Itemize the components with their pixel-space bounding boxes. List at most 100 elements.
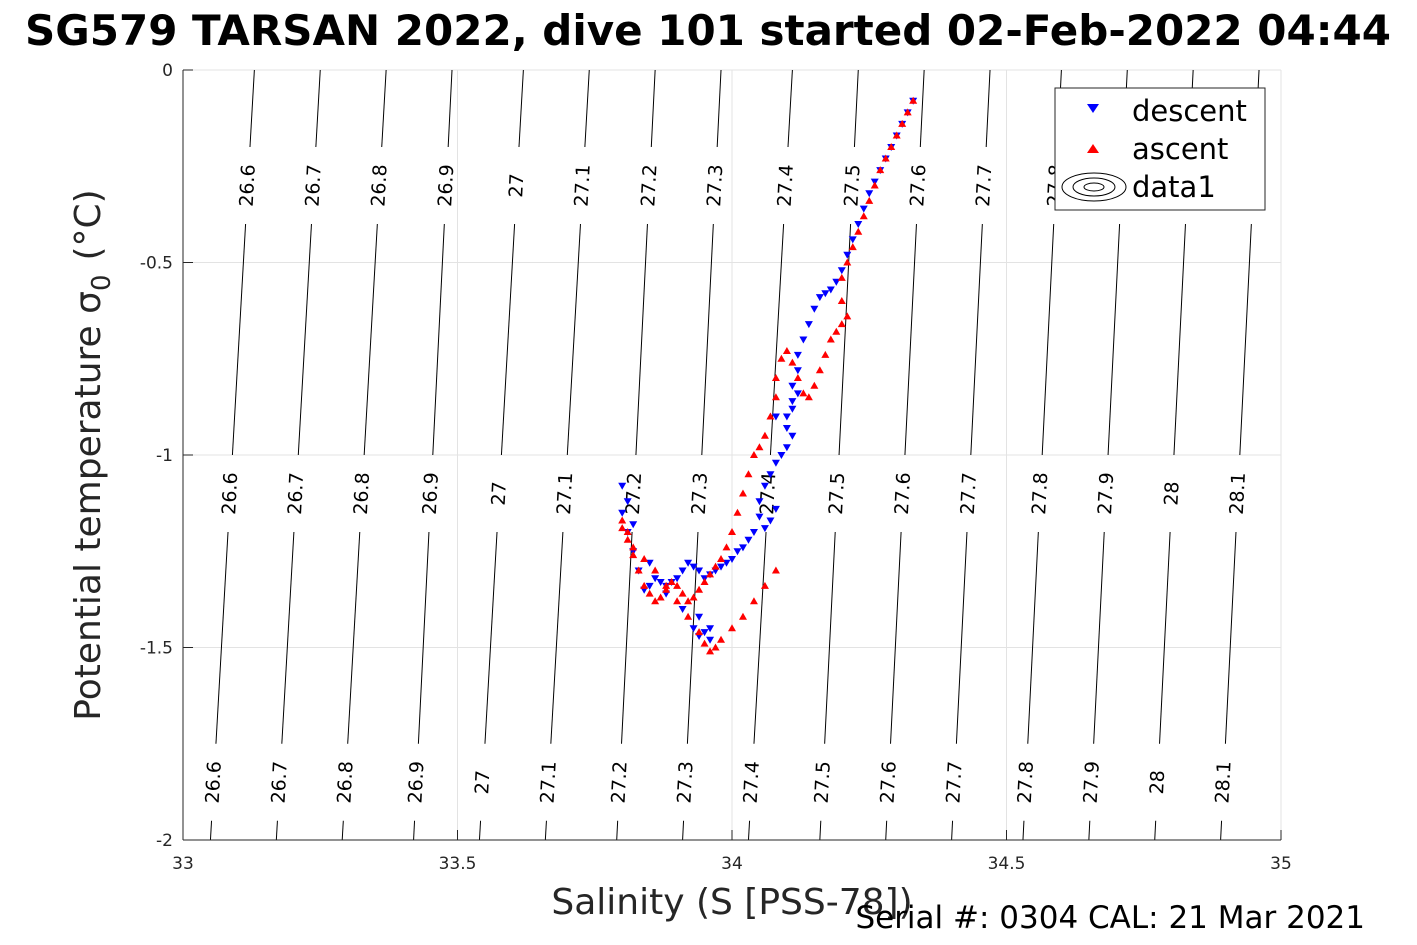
ascent-point [656, 593, 665, 601]
ascent-point [832, 327, 841, 335]
descent-point [837, 267, 846, 275]
isopycnal-line [621, 531, 633, 744]
isopycnal-labels: 26.6 26.6 26.6 26.7 26.7 26.7 26.8 26.8 26.8 26.9… [202, 164, 1266, 804]
isopycnal-line [315, 70, 321, 148]
ascent-point [892, 131, 901, 139]
ascent-point [810, 381, 819, 389]
isopycnal-line [584, 70, 590, 148]
ascent-point [662, 581, 671, 589]
descent-point [706, 625, 715, 633]
ascent-point [815, 366, 824, 374]
descent-point [788, 382, 797, 390]
isopycnal-label: 26.8 [350, 472, 374, 515]
descent-point [782, 425, 791, 433]
ascent-point [837, 273, 846, 281]
descent-point [700, 629, 709, 637]
isopycnal-line [1154, 820, 1157, 840]
ascent-point [876, 166, 885, 174]
ascent-point [854, 227, 863, 235]
ascent-point [788, 358, 797, 366]
x-tick-label: 33 [172, 854, 194, 874]
descent-point [815, 294, 824, 302]
ascent-point [717, 635, 726, 643]
isopycnal-line [635, 223, 648, 456]
descent-series [618, 97, 918, 644]
descent-point [771, 505, 780, 513]
isopycnal-line [544, 820, 547, 840]
y-axis-label: Potential temperature σ0 (°C) [68, 189, 117, 720]
isopycnal-line [447, 70, 453, 148]
legend-descent-label: descent [1132, 94, 1247, 128]
ascent-point [728, 624, 736, 632]
isopycnal-line [824, 531, 836, 744]
descent-point [843, 251, 852, 259]
ascent-point [700, 578, 709, 586]
descent-point [799, 336, 808, 344]
ascent-point [837, 320, 846, 328]
descent-point [651, 575, 660, 583]
ascent-point [755, 443, 764, 451]
y-axis-label-sub: 0 [87, 274, 117, 291]
isopycnal-label: 27.6 [877, 761, 901, 804]
isopycnal-line [716, 70, 722, 148]
isopycnal-line [275, 820, 278, 840]
legend-data1-label: data1 [1132, 170, 1216, 204]
descent-point [766, 471, 775, 479]
ascent-series [618, 96, 918, 655]
ascent-point [640, 581, 649, 589]
legend-contour-icon [1061, 172, 1127, 202]
isopycnal-label: 27 [471, 770, 494, 795]
descent-point [717, 563, 726, 571]
ascent-point [909, 96, 918, 104]
descent-point [695, 567, 704, 575]
descent-point [777, 452, 786, 459]
descent-point [859, 205, 868, 213]
isopycnal-line [484, 531, 498, 744]
descent-point [618, 509, 627, 517]
isopycnal-label: 28.1 [1211, 761, 1235, 804]
ascent-point [793, 374, 802, 381]
descent-point [804, 321, 813, 329]
descent-point [695, 613, 704, 621]
isopycnal-label: 27.1 [571, 164, 595, 207]
x-tick-label: 33.5 [439, 854, 477, 874]
isopycnal-label: 27 [505, 173, 528, 198]
isopycnal-line [209, 820, 213, 840]
isopycnal-line [215, 531, 229, 744]
descent-point [678, 567, 687, 575]
isopycnal-line [550, 531, 564, 744]
descent-point [760, 482, 769, 490]
descent-point [629, 521, 638, 529]
axes [182, 69, 1282, 841]
isopycnal-line [1027, 531, 1039, 744]
isopycnal-line [297, 223, 312, 456]
descent-point [706, 636, 715, 644]
ascent-point [749, 451, 758, 458]
descent-point [788, 405, 797, 413]
isopycnal-label: 26.6 [218, 472, 242, 515]
descent-point [689, 563, 698, 571]
descent-point [793, 367, 802, 375]
isopycnal-label: 27.7 [972, 164, 996, 207]
isopycnal-label: 27.6 [891, 472, 915, 515]
descent-point [623, 498, 632, 506]
descent-point [755, 513, 764, 521]
ascent-point [771, 566, 780, 574]
isopycnal-line [281, 531, 295, 744]
descent-point [810, 305, 819, 313]
ascent-point [722, 543, 731, 551]
descent-point [738, 544, 747, 552]
descent-point [821, 290, 830, 298]
ascent-point [662, 585, 671, 593]
ascent-point [623, 535, 632, 543]
isopycnal-label: 27.5 [825, 472, 849, 515]
isopycnal-line [686, 531, 699, 744]
isopycnal-line [1041, 223, 1055, 456]
descent-point [673, 575, 682, 583]
serial-cal-footer: Serial #: 0304 CAL: 21 Mar 2021 [855, 900, 1365, 936]
ascent-point [618, 516, 627, 524]
ascent-point [738, 489, 747, 497]
descent-point [826, 286, 835, 294]
ascent-point [760, 581, 769, 589]
isopycnal-line [951, 820, 954, 840]
